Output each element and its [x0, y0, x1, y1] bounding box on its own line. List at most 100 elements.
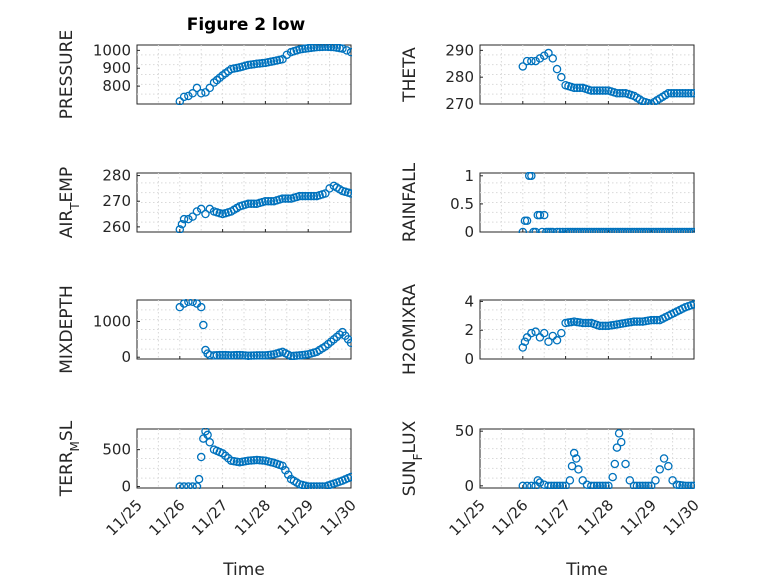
- data-point: [672, 89, 682, 98]
- data-point: [598, 86, 607, 95]
- data-point: [635, 317, 645, 326]
- data-point: [192, 207, 202, 216]
- data-point: [323, 44, 333, 52]
- data-point: [531, 227, 540, 233]
- subplot-sun_flux: 11/25 11/26 11/27 11/28 11/29 11/30 0 50 SUNFLUX…: [400, 420, 703, 580]
- y-tick-label: 280: [445, 68, 474, 86]
- data-point: [188, 89, 197, 98]
- data-point: [292, 351, 302, 360]
- data-point: [604, 481, 613, 489]
- data-point: [616, 437, 626, 447]
- data-point: [527, 481, 536, 489]
- y-tick-label: 0: [464, 350, 474, 368]
- y-axis-label: AIRTEMP: [57, 167, 82, 238]
- x-axis-label: Time: [222, 560, 265, 580]
- data-point: [196, 89, 206, 98]
- data-point: [283, 194, 293, 203]
- data-point: [303, 44, 313, 53]
- series-markers: [175, 181, 352, 233]
- x-tick-label: 11/28: [231, 496, 274, 539]
- data-point: [595, 321, 605, 331]
- data-point: [226, 351, 236, 360]
- data-point: [194, 474, 204, 484]
- data-point: [557, 328, 566, 338]
- data-point: [289, 351, 299, 360]
- data-point: [201, 209, 210, 219]
- data-point: [246, 456, 256, 465]
- data-point: [249, 199, 259, 209]
- data-point: [298, 44, 307, 54]
- x-tick-label: 11/25: [103, 496, 146, 539]
- data-point: [184, 299, 193, 307]
- data-point: [572, 454, 581, 463]
- y-tick-label: 4: [464, 292, 474, 310]
- y-tick-label: 0: [464, 223, 474, 241]
- series-markers: [518, 429, 695, 489]
- data-point: [321, 44, 330, 52]
- data-point: [196, 452, 206, 462]
- data-point: [618, 89, 627, 98]
- data-point: [565, 476, 575, 485]
- data-point: [255, 455, 264, 465]
- data-point: [614, 429, 624, 438]
- data-point: [535, 54, 545, 63]
- data-point: [518, 227, 528, 233]
- data-point: [258, 351, 267, 360]
- subplot-air_temp: 260 270 280 AIRTEMP: [57, 167, 352, 238]
- y-tick-label: 1000: [93, 41, 131, 59]
- data-point: [675, 480, 684, 489]
- data-point: [244, 351, 253, 360]
- data-point: [249, 351, 259, 360]
- data-point: [644, 98, 653, 105]
- data-point: [549, 481, 559, 489]
- data-point: [318, 44, 327, 52]
- y-axis-label: H2OMIXRA: [400, 284, 420, 375]
- data-point: [574, 465, 583, 474]
- data-point: [261, 351, 270, 360]
- y-tick-label: 1: [464, 167, 474, 185]
- data-point: [518, 62, 528, 71]
- y-tick-label: 500: [102, 441, 131, 459]
- data-point: [659, 454, 669, 463]
- data-point: [246, 199, 256, 209]
- x-tick-label: 11/25: [446, 496, 489, 539]
- data-point: [218, 350, 227, 360]
- data-point: [537, 227, 547, 233]
- data-point: [255, 59, 264, 68]
- data-point: [666, 89, 676, 98]
- data-point: [184, 91, 193, 101]
- data-point: [592, 481, 602, 489]
- data-point: [179, 482, 189, 489]
- data-point: [286, 351, 296, 360]
- data-point: [522, 56, 532, 66]
- data-point: [179, 92, 189, 102]
- data-point: [201, 88, 210, 97]
- data-point: [555, 481, 565, 489]
- data-point: [283, 470, 293, 479]
- data-point: [192, 83, 202, 93]
- series-markers: [518, 48, 695, 105]
- data-point: [278, 194, 287, 203]
- data-point: [539, 210, 549, 220]
- data-point: [224, 351, 233, 360]
- subplot-rainfall: 0 0.5 1 RAINFALL: [400, 162, 695, 242]
- data-point: [675, 89, 684, 98]
- data-point: [664, 461, 673, 471]
- data-point: [278, 461, 287, 471]
- data-point: [601, 321, 610, 331]
- data-point: [544, 337, 553, 346]
- x-tick-label: 11/30: [317, 496, 360, 539]
- data-point: [649, 315, 659, 325]
- data-point: [326, 44, 336, 52]
- data-point: [281, 466, 290, 475]
- data-point: [221, 350, 230, 360]
- y-axis-label: PRESSURE: [57, 30, 77, 119]
- data-point: [309, 482, 319, 489]
- data-point: [610, 459, 620, 469]
- data-point: [342, 46, 351, 55]
- subplot-theta: 270 280 290 THETA: [400, 41, 695, 113]
- y-tick-label: 260: [102, 218, 131, 236]
